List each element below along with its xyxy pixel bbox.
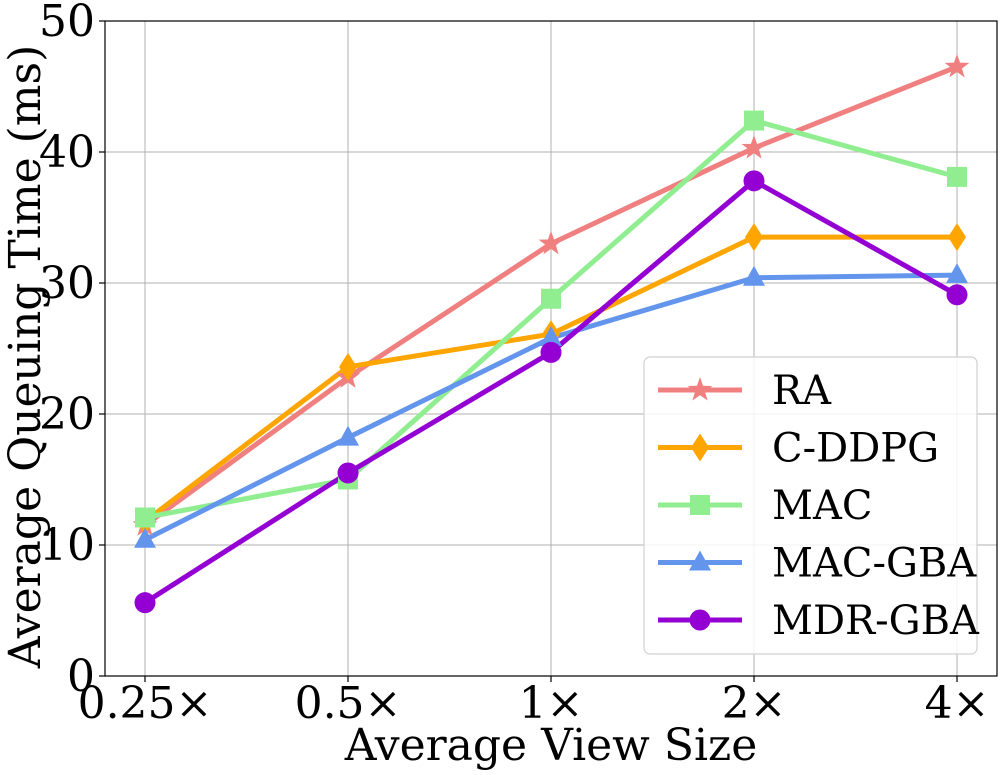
legend-marker-c-ddpg bbox=[691, 433, 709, 462]
data-point-mac bbox=[744, 110, 764, 131]
y-tick-label: 50 bbox=[39, 0, 95, 47]
data-point-mac bbox=[947, 166, 967, 187]
data-point-c-ddpg bbox=[745, 223, 763, 252]
data-point-mac-gba bbox=[337, 425, 359, 446]
data-point-mac-gba bbox=[134, 527, 156, 548]
legend-marker-ra bbox=[687, 377, 713, 401]
data-point-mdr-gba bbox=[337, 462, 359, 484]
x-tick-labels: 0.25× 0.5× 1× 2× 4× bbox=[78, 676, 990, 729]
x-tick-label: 1× bbox=[519, 678, 584, 729]
legend-marker-mac-gba bbox=[689, 550, 711, 571]
legend-box bbox=[643, 356, 978, 655]
data-point-mac bbox=[541, 288, 561, 309]
data-point-mac bbox=[135, 507, 155, 528]
legend-label-c-ddpg: C-DDPG bbox=[772, 426, 939, 472]
y-tick-label: 10 bbox=[39, 520, 95, 571]
y-axis-label: Average Queuing Time (ms) bbox=[0, 45, 51, 670]
series-markers bbox=[132, 53, 970, 614]
data-point-mdr-gba bbox=[134, 592, 156, 614]
legend-marker-mac bbox=[690, 495, 710, 515]
data-point-c-ddpg bbox=[948, 223, 966, 252]
legend-label-mac: MAC bbox=[772, 483, 872, 529]
data-point-mac-gba bbox=[540, 326, 562, 347]
legend: RA C-DDPG MAC MAC-GBA MDR-GBA bbox=[643, 356, 980, 655]
y-tick-label: 0 bbox=[67, 651, 95, 702]
x-tick-label: 2× bbox=[722, 678, 787, 729]
y-tick-label: 30 bbox=[39, 258, 95, 309]
data-point-ra bbox=[741, 135, 767, 159]
data-point-mac-gba bbox=[743, 265, 765, 286]
x-tick-label: 0.5× bbox=[295, 678, 402, 729]
data-point-mac-gba bbox=[946, 263, 968, 284]
legend-marker-mdr-gba bbox=[689, 609, 711, 631]
data-point-ra bbox=[944, 53, 970, 78]
x-tick-label: 0.25× bbox=[78, 678, 213, 729]
data-point-mdr-gba bbox=[743, 170, 765, 192]
data-point-c-ddpg bbox=[339, 352, 357, 381]
y-tick-labels: 0 10 20 30 40 50 bbox=[39, 0, 105, 702]
data-point-mdr-gba bbox=[540, 341, 562, 363]
legend-label-ra: RA bbox=[772, 368, 832, 414]
data-point-ra bbox=[538, 230, 564, 255]
x-tick-label: 4× bbox=[925, 678, 990, 729]
legend-label-mac-gba: MAC-GBA bbox=[772, 541, 977, 587]
y-tick-label: 20 bbox=[39, 389, 95, 440]
data-point-mdr-gba bbox=[946, 284, 968, 306]
legend-label-mdr-gba: MDR-GBA bbox=[772, 598, 980, 644]
y-tick-label: 40 bbox=[39, 127, 95, 178]
x-axis-label: Average View Size bbox=[344, 720, 758, 771]
